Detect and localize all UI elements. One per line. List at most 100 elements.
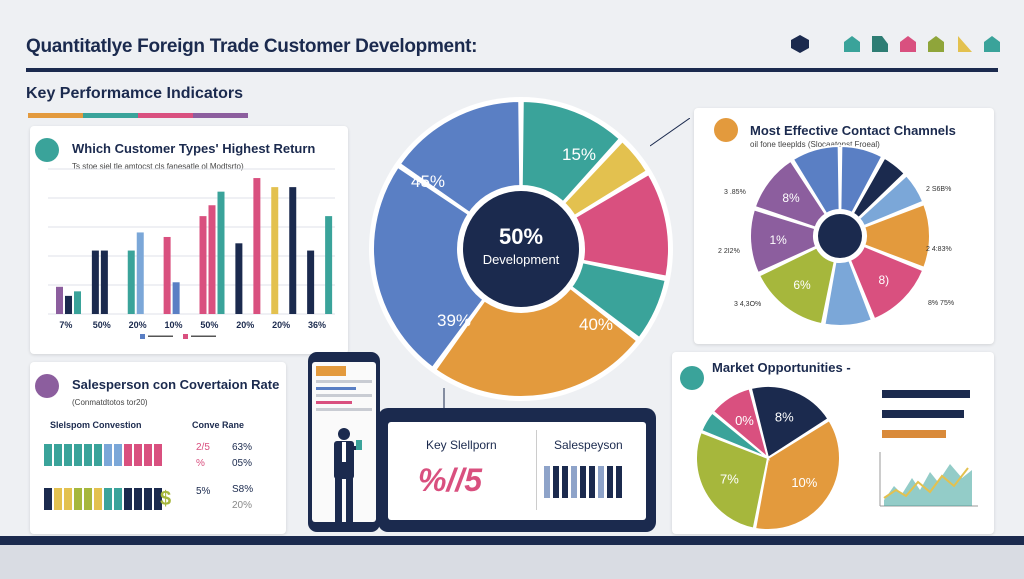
tick-label: 50% bbox=[93, 320, 111, 330]
conversion-block bbox=[74, 444, 82, 466]
bar bbox=[91, 250, 99, 314]
crescent-icon bbox=[823, 37, 830, 51]
slice-label: 8% bbox=[775, 409, 794, 424]
key-sales-label: Key Slellporn bbox=[426, 438, 497, 452]
conversion-block bbox=[54, 444, 62, 466]
slice bbox=[711, 387, 770, 461]
bar bbox=[74, 291, 81, 314]
card-title: Which Customer Types' Highest Return bbox=[72, 141, 316, 156]
slice bbox=[700, 411, 769, 459]
stripe bbox=[571, 466, 577, 498]
flag-navy-icon bbox=[872, 36, 888, 52]
market-opportunities-card: Market Opportunities - 8% 10% 7% 0% bbox=[672, 352, 994, 534]
slice bbox=[749, 385, 830, 460]
bar bbox=[199, 216, 207, 314]
card-subtitle: oil fone tleeplds (Slocaatonst Froeal) bbox=[750, 140, 880, 149]
screen-line bbox=[316, 387, 356, 390]
bar bbox=[217, 191, 225, 314]
slice-label: 1% bbox=[769, 233, 787, 247]
tick-label: 36% bbox=[308, 320, 326, 330]
footer-light bbox=[0, 545, 1024, 579]
slice bbox=[823, 259, 874, 327]
conversion-block bbox=[124, 444, 132, 466]
conversion-block bbox=[114, 488, 122, 510]
slice bbox=[695, 430, 770, 530]
slice-label: 6% bbox=[793, 278, 811, 292]
conversion-block bbox=[124, 488, 132, 510]
tick-label: 7% bbox=[59, 320, 72, 330]
tick-label: 20% bbox=[129, 320, 147, 330]
conversion-block bbox=[154, 488, 162, 510]
donut-hole bbox=[463, 191, 579, 307]
card-dot bbox=[680, 366, 704, 390]
market-mini-charts bbox=[879, 390, 978, 507]
slice bbox=[757, 246, 836, 326]
contact-channels-card: Most Effective Contact Chamnels oil fone… bbox=[694, 108, 994, 344]
connector-line bbox=[650, 118, 690, 147]
slice-label: 15% bbox=[562, 145, 596, 164]
conversion-block bbox=[84, 488, 92, 510]
slice-label: 0% bbox=[735, 413, 754, 428]
channel-label: 3 .85% bbox=[724, 189, 746, 196]
house-teal-icon bbox=[844, 36, 860, 52]
tick-label: 10% bbox=[165, 320, 183, 330]
slice-label: 40% bbox=[579, 315, 613, 334]
rate-value: 63% bbox=[232, 442, 253, 453]
bar bbox=[65, 295, 72, 314]
bar bbox=[307, 250, 315, 314]
slice-label: 8) bbox=[879, 273, 890, 287]
slice-label: 7% bbox=[720, 471, 739, 486]
conversion-block bbox=[134, 488, 142, 510]
slice-label: 10% bbox=[791, 475, 817, 490]
slice bbox=[749, 208, 818, 275]
slice-label: 45% bbox=[411, 172, 445, 191]
customer-types-card: Which Customer Types' Highest Return Ts … bbox=[30, 126, 348, 354]
footer-band bbox=[0, 536, 1024, 545]
section-title: Key Performamce Indicators bbox=[26, 85, 243, 102]
page-title: Quantitatlye Foreign Trade Customer Deve… bbox=[26, 36, 478, 57]
conversion-block bbox=[94, 488, 102, 510]
bar bbox=[100, 250, 108, 314]
channel-label: 3 4,3O% bbox=[734, 301, 762, 308]
bar bbox=[136, 232, 144, 314]
conversion-block bbox=[64, 488, 72, 510]
card-title: Most Effective Contact Chamnels bbox=[750, 123, 956, 138]
salesperson-label: Salespeyson bbox=[554, 438, 623, 452]
market-pie-chart: 8% 10% 7% 0% bbox=[695, 385, 841, 531]
center-value: 50% bbox=[499, 224, 543, 249]
slice bbox=[839, 144, 884, 215]
column-header: Slelspom Convestion bbox=[50, 420, 142, 430]
legend-item: ▬▬▬▬▬ bbox=[183, 333, 216, 339]
rate-value: S8% bbox=[232, 484, 254, 495]
column-header: Conve Rane bbox=[192, 420, 245, 430]
channel-label: 2 2I2% bbox=[718, 248, 740, 255]
conversion-block bbox=[114, 444, 122, 466]
bar bbox=[127, 250, 135, 314]
slice-label: 8% bbox=[782, 191, 800, 205]
conversion-block bbox=[144, 444, 152, 466]
slice bbox=[753, 418, 841, 531]
bar bbox=[163, 236, 171, 314]
conversion-block bbox=[154, 444, 162, 466]
conversion-block bbox=[74, 488, 82, 510]
bar bbox=[235, 243, 243, 314]
screen-header bbox=[316, 366, 346, 376]
slice bbox=[753, 159, 828, 229]
screen-line bbox=[316, 401, 352, 404]
stripe bbox=[589, 466, 595, 498]
card-title: Salesperson con Covertaion Rate bbox=[72, 377, 280, 392]
card-title: Market Opportunities - bbox=[712, 360, 851, 375]
stripe bbox=[580, 466, 586, 498]
key-sales-screen: Key Slellporn Salespeyson %//5 bbox=[388, 422, 646, 520]
card-dot bbox=[35, 138, 59, 162]
section-color-strip bbox=[28, 113, 248, 118]
rate-value: 20% bbox=[232, 500, 253, 511]
channel-label: 2 S6B% bbox=[926, 186, 952, 193]
header-divider bbox=[26, 68, 998, 72]
key-sales-value: %//5 bbox=[418, 462, 483, 498]
bar bbox=[325, 216, 333, 314]
slice bbox=[372, 165, 523, 370]
conversion-block bbox=[104, 488, 112, 510]
bar bbox=[56, 286, 63, 314]
rate-value: % bbox=[196, 458, 205, 469]
